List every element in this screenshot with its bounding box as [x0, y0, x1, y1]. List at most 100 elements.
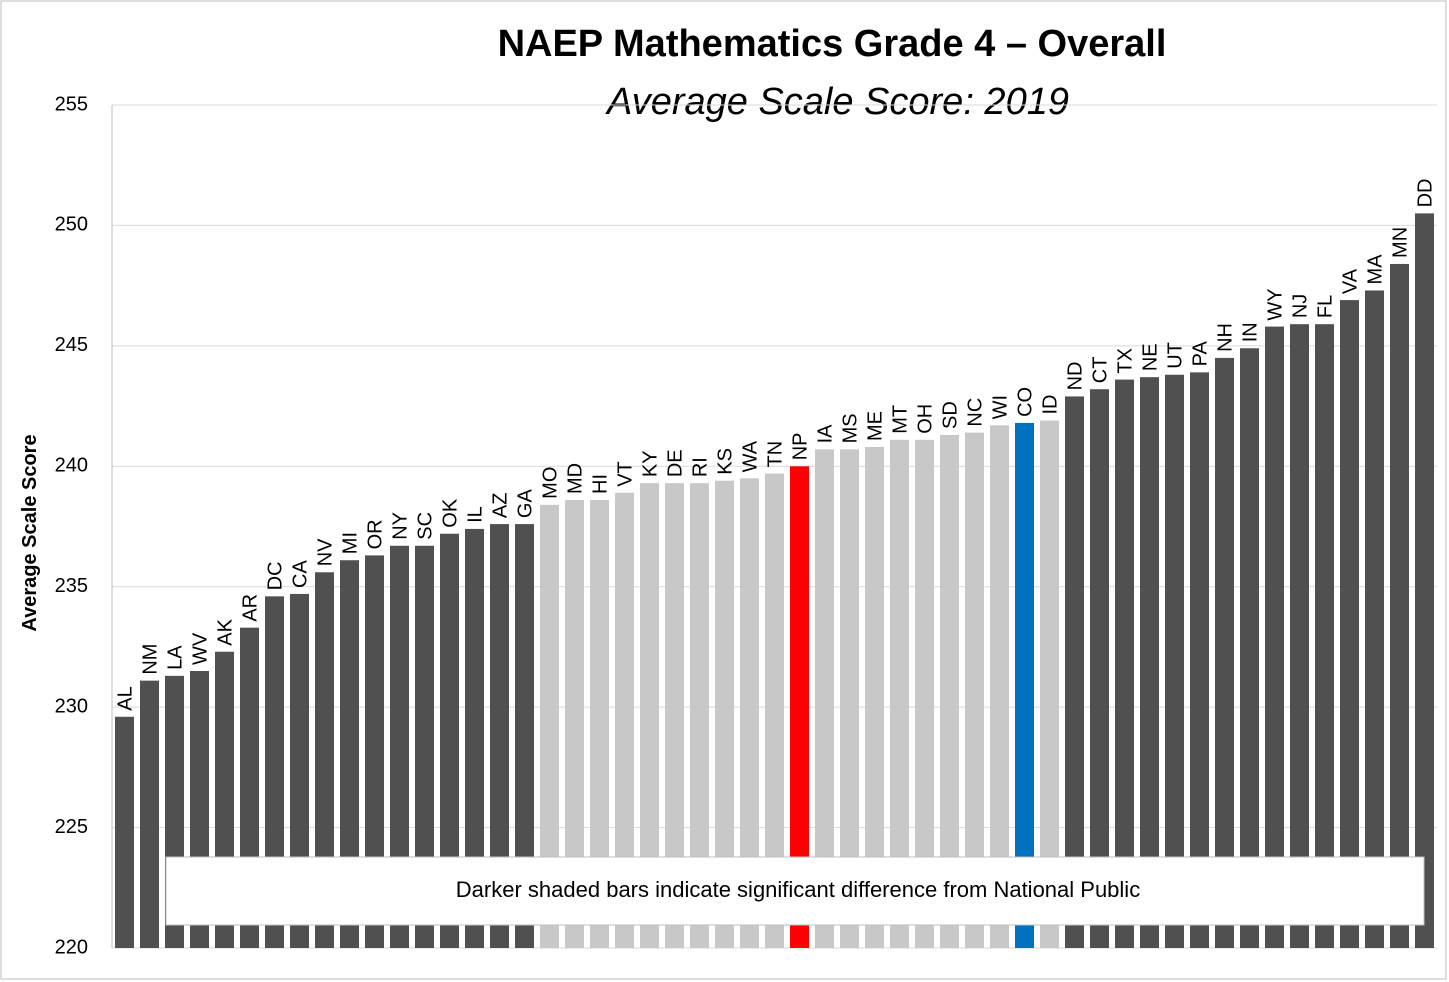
category-label: CO	[1015, 387, 1037, 417]
y-axis-label: Average Scale Score	[19, 434, 41, 631]
category-label: MA	[1365, 254, 1387, 285]
category-label: ME	[865, 411, 887, 441]
bar	[390, 545, 409, 948]
bar	[465, 528, 484, 948]
bar	[1165, 374, 1184, 948]
category-label: DD	[1415, 178, 1437, 207]
bar	[1215, 357, 1234, 948]
bar	[440, 533, 459, 948]
bar	[715, 480, 734, 948]
bar	[740, 478, 759, 948]
annotation: Darker shaded bars indicate significant …	[456, 877, 1140, 902]
category-label: VA	[1340, 268, 1362, 294]
bar	[1290, 324, 1309, 948]
category-label: TX	[1115, 348, 1137, 374]
bar	[765, 473, 784, 948]
category-label: IA	[815, 424, 837, 444]
category-label: NM	[140, 644, 162, 675]
bar	[115, 716, 134, 948]
bar	[540, 504, 559, 948]
category-label: OK	[440, 498, 462, 528]
bar	[915, 439, 934, 948]
bar	[490, 524, 509, 948]
category-label: MD	[565, 463, 587, 494]
category-label: NY	[390, 512, 412, 540]
category-label: WI	[990, 395, 1012, 419]
bar	[1365, 290, 1384, 949]
category-label: ID	[1040, 395, 1062, 415]
category-label: AK	[215, 618, 237, 645]
category-label: WA	[740, 440, 762, 472]
bar	[1415, 213, 1434, 948]
bar	[840, 449, 859, 948]
bar	[1015, 422, 1034, 949]
bar	[515, 524, 534, 948]
category-label: NE	[1140, 343, 1162, 371]
y-tick-label: 245	[55, 334, 88, 356]
category-label: MT	[890, 405, 912, 434]
bar	[865, 447, 884, 948]
y-tick-label: 225	[55, 816, 88, 838]
y-tick-label: 230	[55, 695, 88, 717]
category-label: ND	[1065, 362, 1087, 391]
bar	[1190, 372, 1209, 948]
category-label: MO	[540, 467, 562, 499]
category-label: TN	[765, 441, 787, 468]
category-label: AR	[240, 594, 262, 622]
y-tick-label: 235	[55, 575, 88, 597]
bar	[1115, 379, 1134, 948]
category-label: NP	[790, 432, 812, 460]
category-label: SC	[415, 512, 437, 540]
y-tick-label: 250	[55, 214, 88, 236]
category-label: VT	[615, 461, 637, 487]
category-label: RI	[690, 457, 712, 477]
bar	[990, 425, 1009, 949]
category-label: WV	[190, 632, 212, 665]
bar	[1340, 300, 1359, 948]
category-label: AL	[115, 686, 137, 710]
category-label: NJ	[1290, 294, 1312, 318]
bar	[1090, 389, 1109, 948]
category-label: DC	[265, 561, 287, 590]
category-label: HI	[590, 474, 612, 494]
bar	[690, 483, 709, 948]
category-label: OH	[915, 404, 937, 434]
category-label: PA	[1190, 340, 1212, 366]
chart-title: NAEP Mathematics Grade 4 – Overall	[498, 23, 1167, 65]
chart-subtitle: Average Scale Score: 2019	[605, 81, 1069, 123]
category-label: UT	[1165, 342, 1187, 369]
category-label: CA	[290, 559, 312, 587]
bar	[615, 492, 634, 948]
bar	[790, 466, 809, 948]
bar	[890, 439, 909, 948]
category-label: WY	[1265, 288, 1287, 320]
annotation-box	[165, 856, 1425, 926]
y-tick-label: 240	[55, 455, 88, 477]
category-label: GA	[515, 489, 537, 519]
category-label: KS	[715, 448, 737, 475]
bar	[940, 434, 959, 949]
bar	[1240, 348, 1259, 948]
category-label: LA	[165, 645, 187, 670]
bar	[415, 545, 434, 948]
bar	[365, 555, 384, 948]
category-label: FL	[1315, 295, 1337, 318]
category-label: OR	[365, 519, 387, 549]
bar	[315, 572, 334, 948]
category-label: MI	[340, 532, 362, 554]
bar	[1390, 263, 1409, 949]
bar	[1065, 396, 1084, 948]
bar	[1140, 377, 1159, 948]
y-tick-label: 220	[55, 936, 88, 958]
category-label: AZ	[490, 493, 512, 519]
y-tick-label: 255	[55, 93, 88, 115]
category-label: DE	[665, 449, 687, 477]
category-label: NC	[965, 398, 987, 427]
bar	[1265, 326, 1284, 948]
bar	[815, 449, 834, 948]
bar	[1315, 324, 1334, 948]
category-label: KY	[640, 450, 662, 477]
category-label: IN	[1240, 322, 1262, 342]
